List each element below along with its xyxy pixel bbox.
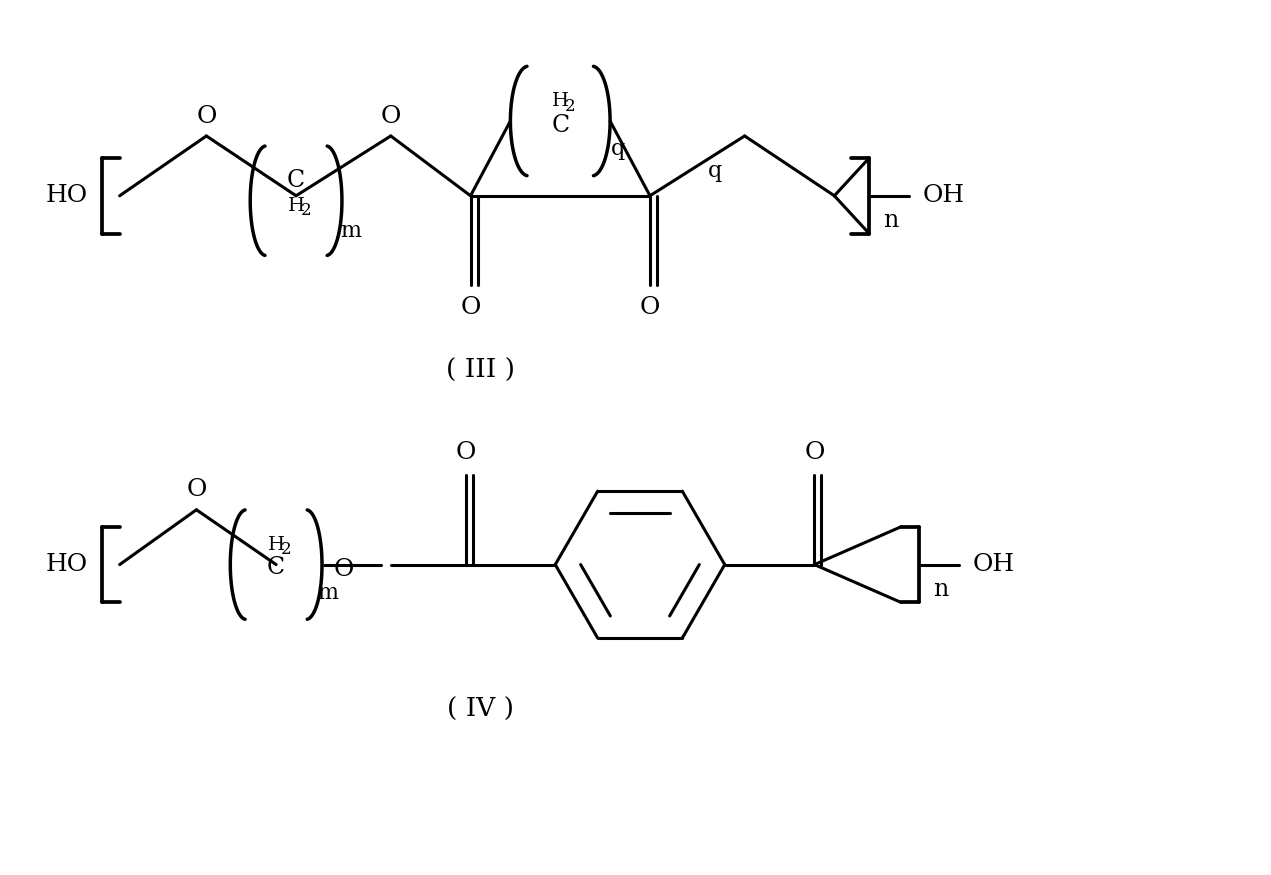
- Text: HO: HO: [46, 553, 88, 576]
- Text: O: O: [460, 296, 480, 318]
- Text: HO: HO: [46, 185, 88, 207]
- Text: O: O: [805, 442, 825, 465]
- Text: O: O: [455, 442, 475, 465]
- Text: O: O: [196, 104, 216, 128]
- Text: q: q: [611, 138, 625, 160]
- Text: 2: 2: [281, 541, 291, 558]
- Text: m: m: [341, 220, 361, 242]
- Text: n: n: [883, 209, 899, 232]
- Text: C: C: [287, 170, 305, 192]
- Text: OH: OH: [972, 553, 1016, 576]
- Text: 2: 2: [301, 202, 311, 220]
- Text: C: C: [552, 115, 569, 137]
- Text: n: n: [933, 578, 948, 601]
- Text: O: O: [639, 296, 660, 318]
- Text: O: O: [334, 558, 355, 581]
- Text: O: O: [187, 479, 207, 501]
- Text: H: H: [552, 92, 568, 110]
- Text: q: q: [708, 160, 722, 182]
- Text: O: O: [380, 104, 400, 128]
- Text: H: H: [268, 536, 285, 554]
- Text: C: C: [267, 556, 285, 579]
- Text: m: m: [318, 582, 338, 604]
- Text: OH: OH: [923, 185, 965, 207]
- Text: ( IV ): ( IV ): [447, 696, 513, 722]
- Text: 2: 2: [564, 97, 576, 115]
- Text: ( III ): ( III ): [446, 358, 515, 382]
- Text: H: H: [287, 197, 305, 214]
